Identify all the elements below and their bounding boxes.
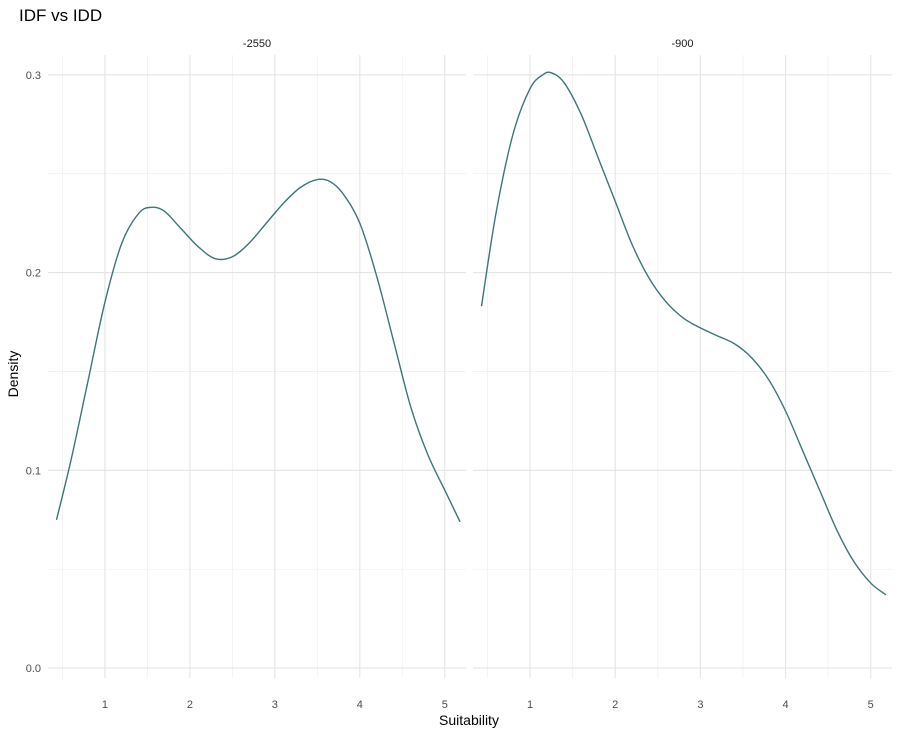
y-tick-label: 0.0 [26,663,41,675]
facet-panel-right: -900 1 2 3 4 5 [473,38,892,711]
x-axis-title: Suitability [439,712,499,728]
chart-title: IDF vs IDD [19,6,102,25]
x-tick-label: 1 [102,699,108,711]
x-tick-label: 4 [357,699,363,711]
y-tick-label: 0.1 [26,465,41,477]
y-tick-label: 0.3 [26,70,41,82]
facet-strip-label-right: -900 [671,38,693,50]
y-tick-label: 0.2 [26,268,41,280]
x-tick-label: 3 [697,699,703,711]
x-tick-label: 5 [868,699,874,711]
x-tick-label: 3 [272,699,278,711]
facet-strip-label-left: -2550 [243,38,271,50]
x-tick-label: 5 [442,699,448,711]
density-curve-right [480,71,887,596]
density-curve-left [55,178,461,523]
x-tick-label: 1 [527,699,533,711]
y-axis-title: Density [5,351,21,398]
x-tick-label: 4 [782,699,788,711]
x-tick-label: 2 [612,699,618,711]
facet-panel-left: -2550 1 2 3 4 5 [48,38,466,711]
y-tick-labels: 0.0 0.1 0.2 0.3 [26,70,41,675]
x-tick-label: 2 [187,699,193,711]
